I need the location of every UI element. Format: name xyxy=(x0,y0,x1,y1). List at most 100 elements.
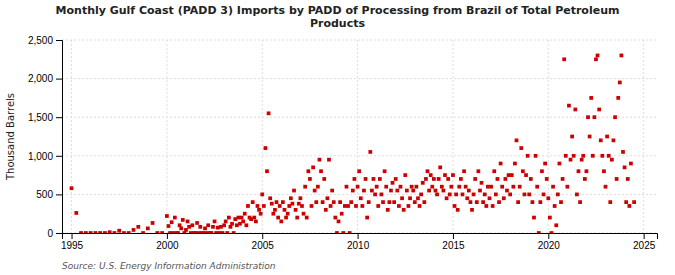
point xyxy=(629,162,633,166)
x-tick-line xyxy=(358,233,359,239)
point xyxy=(553,204,557,208)
point xyxy=(610,158,614,162)
point xyxy=(395,189,399,193)
point xyxy=(494,193,498,197)
point xyxy=(615,177,619,181)
y-tick-line xyxy=(56,194,62,195)
point xyxy=(399,185,403,189)
y-tick: 500 xyxy=(36,189,62,200)
point xyxy=(434,189,438,193)
point xyxy=(94,231,98,233)
point xyxy=(260,193,264,197)
point xyxy=(542,193,546,197)
x-tick-label: 2015 xyxy=(442,240,465,251)
point xyxy=(608,200,612,204)
point xyxy=(370,189,374,193)
point xyxy=(313,189,317,193)
point xyxy=(546,196,550,200)
point xyxy=(554,223,558,227)
title-line: Monthly Gulf Coast (PADD 3) Imports by P… xyxy=(56,4,620,17)
x-tick-line xyxy=(167,233,168,239)
point xyxy=(314,200,318,204)
point xyxy=(449,185,453,189)
point xyxy=(322,177,326,181)
point xyxy=(332,200,336,204)
y-axis-line xyxy=(56,41,63,234)
y-tick-label: 0 xyxy=(47,228,53,239)
point xyxy=(289,196,293,200)
point xyxy=(429,173,433,177)
point xyxy=(476,169,480,173)
point xyxy=(422,200,426,204)
point xyxy=(327,158,331,162)
point xyxy=(265,169,269,173)
point xyxy=(515,138,519,142)
point xyxy=(237,216,241,220)
point xyxy=(577,169,581,173)
grid-line-y xyxy=(62,194,657,195)
point xyxy=(354,204,358,208)
annotation: Source: U.S. Energy Information Administ… xyxy=(62,261,276,271)
point xyxy=(594,57,598,61)
point xyxy=(448,193,452,197)
point xyxy=(492,169,496,173)
point xyxy=(146,226,150,230)
point xyxy=(286,212,290,216)
point xyxy=(627,204,631,208)
point xyxy=(562,57,566,61)
point xyxy=(535,185,539,189)
x-tick: 2010 xyxy=(347,233,370,251)
point xyxy=(319,169,323,173)
point xyxy=(510,173,514,177)
point xyxy=(624,200,628,204)
x-axis-line xyxy=(63,234,658,240)
point xyxy=(570,135,574,139)
point xyxy=(457,185,461,189)
point xyxy=(593,115,597,119)
point xyxy=(190,223,194,227)
y-tick-label: 500 xyxy=(36,189,53,200)
point xyxy=(367,200,371,204)
point xyxy=(278,204,282,208)
grid-line-y xyxy=(62,40,657,41)
point xyxy=(524,173,528,177)
point xyxy=(481,200,485,204)
point xyxy=(132,228,136,232)
point xyxy=(306,169,310,173)
point xyxy=(225,231,229,233)
point xyxy=(408,196,412,200)
point xyxy=(230,222,234,226)
point xyxy=(454,193,458,197)
point xyxy=(283,208,287,212)
point xyxy=(407,204,411,208)
point xyxy=(500,185,504,189)
point xyxy=(613,115,617,119)
title-line: Products xyxy=(310,17,366,30)
point xyxy=(345,185,349,189)
point xyxy=(275,200,279,204)
point xyxy=(478,189,482,193)
point xyxy=(281,200,285,204)
point xyxy=(213,220,217,224)
point xyxy=(284,216,288,220)
point xyxy=(497,200,501,204)
point xyxy=(537,231,541,233)
point xyxy=(155,231,159,233)
point xyxy=(224,220,228,224)
points xyxy=(70,54,636,233)
point xyxy=(160,231,164,233)
y-tick: 1,500 xyxy=(28,112,62,123)
x-tick-line xyxy=(548,233,549,239)
point xyxy=(181,218,185,222)
point xyxy=(279,220,283,224)
point xyxy=(380,193,384,197)
y-tick: 2,500 xyxy=(28,35,62,46)
point xyxy=(173,216,177,220)
point xyxy=(194,231,198,233)
point xyxy=(251,200,255,204)
point xyxy=(221,231,225,233)
point xyxy=(198,225,202,229)
point xyxy=(413,200,417,204)
point xyxy=(233,217,237,221)
point xyxy=(465,196,469,200)
